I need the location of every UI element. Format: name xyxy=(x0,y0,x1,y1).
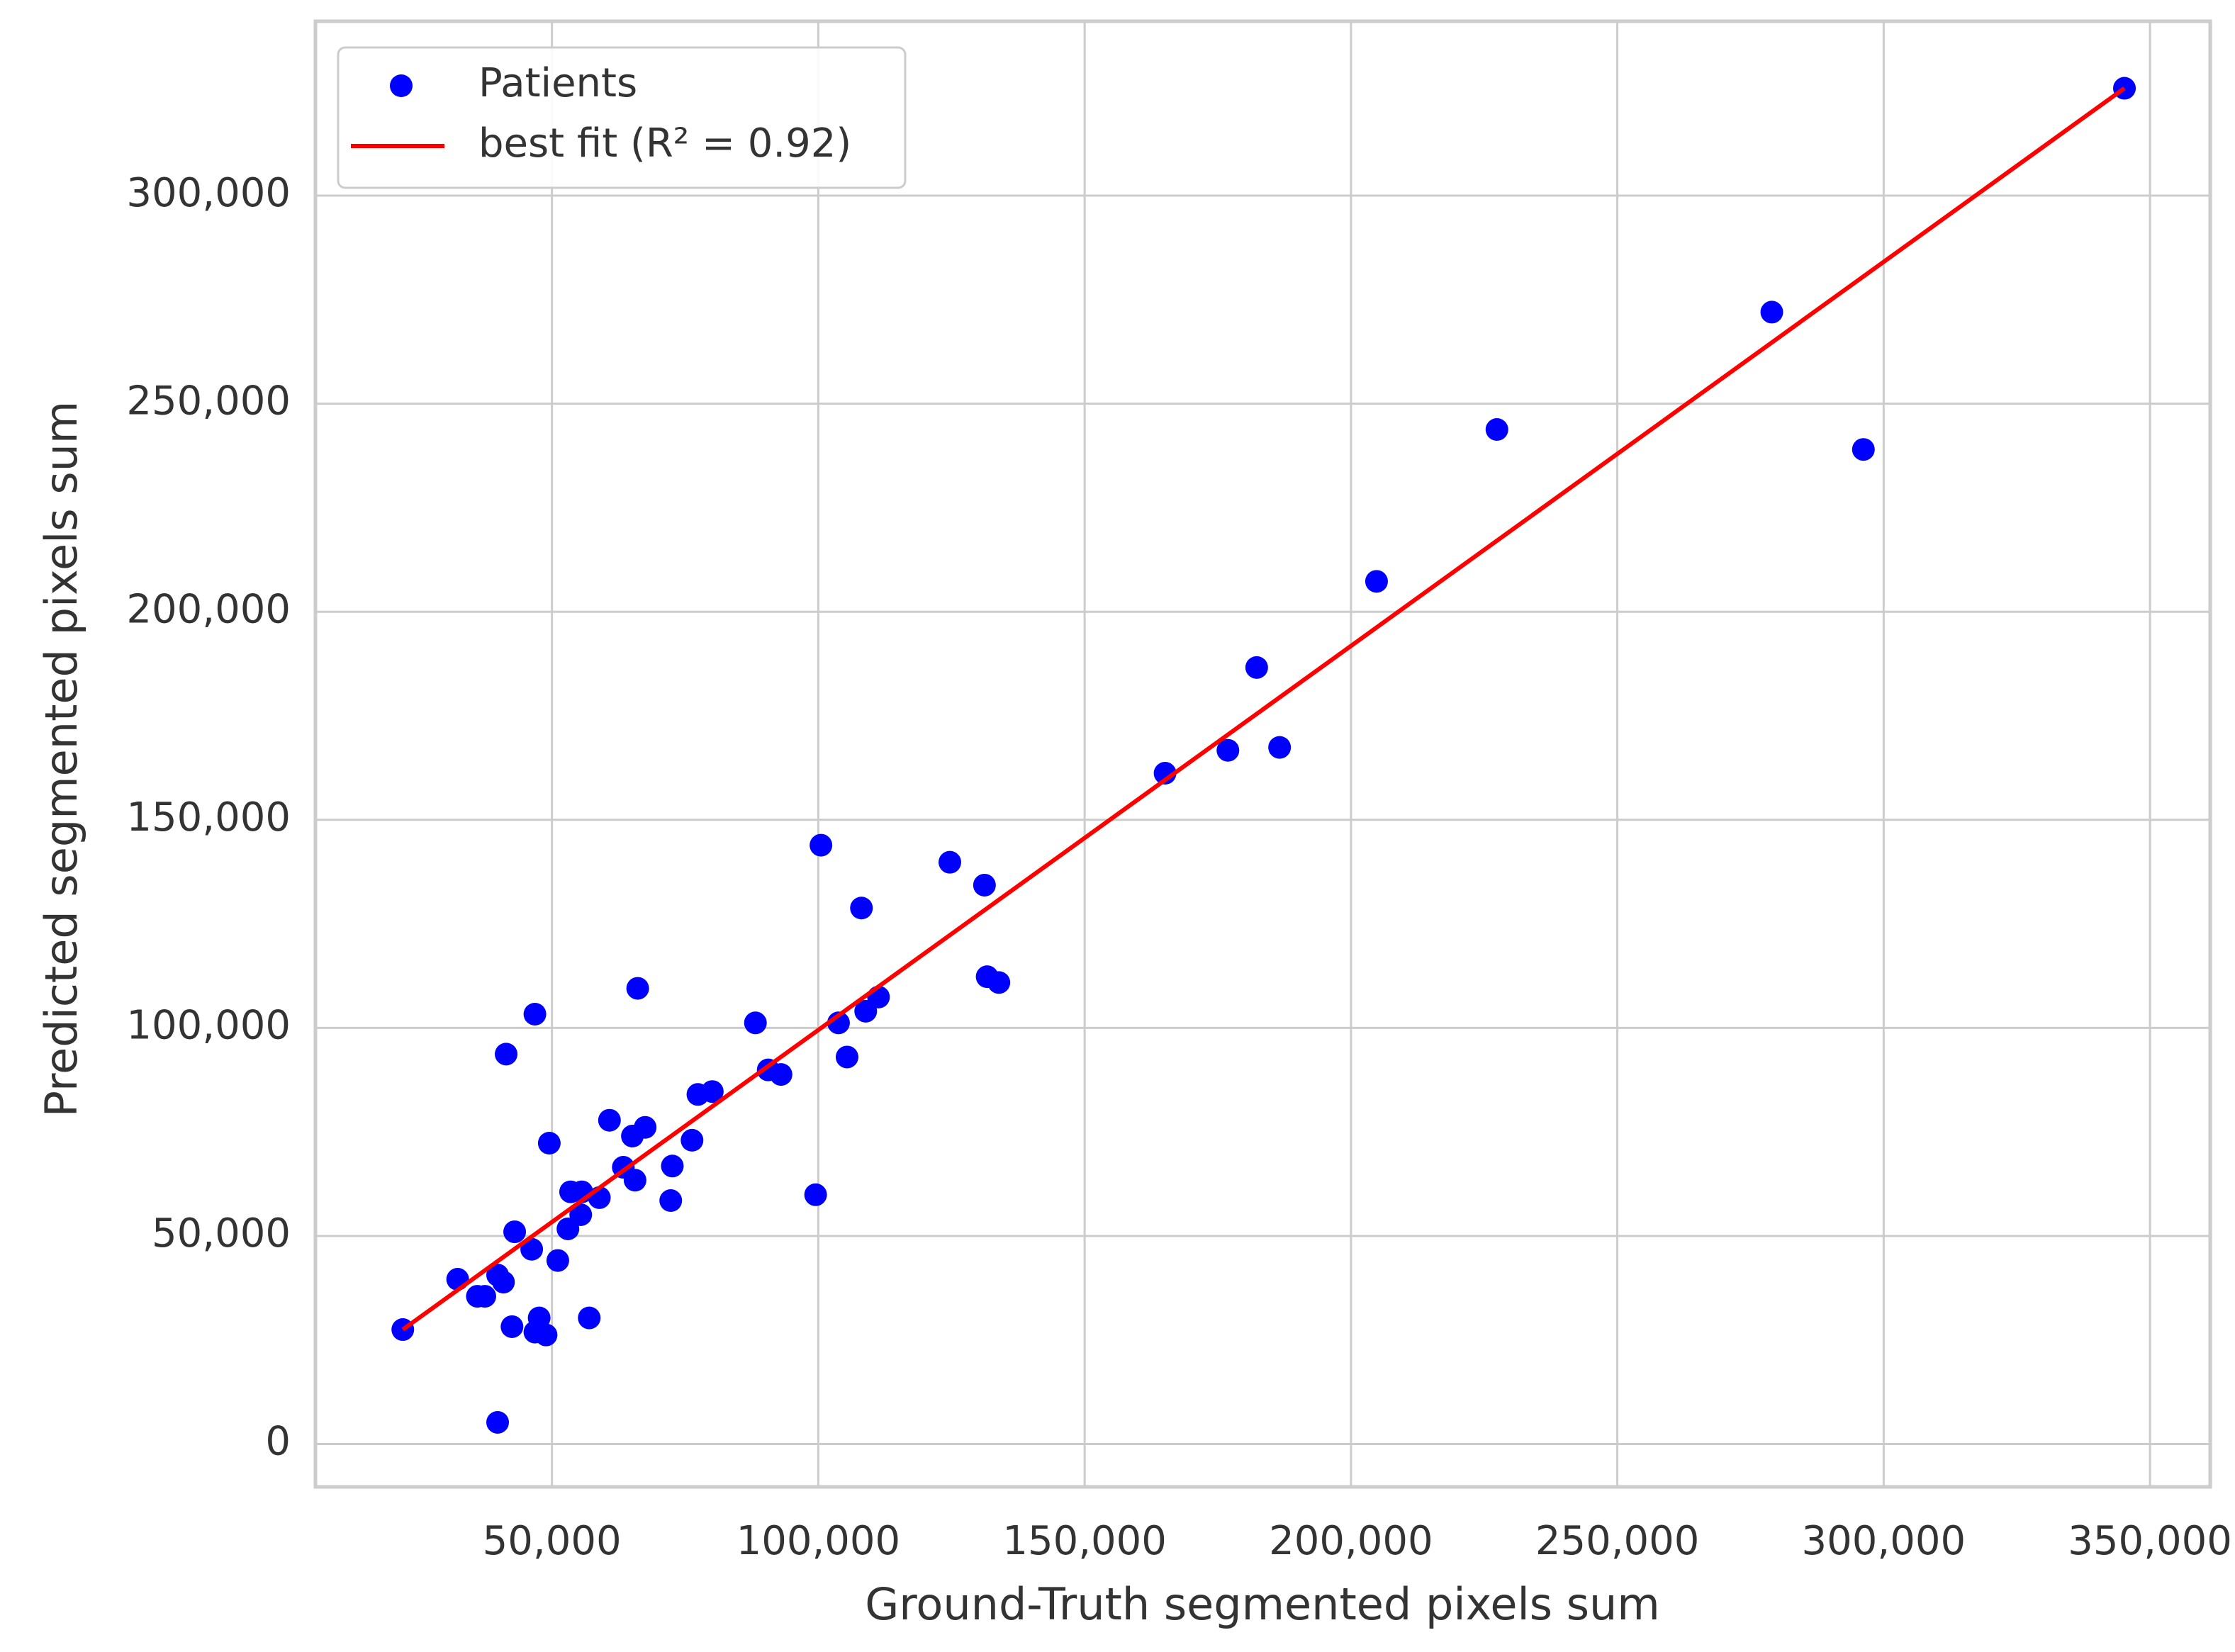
legend-box xyxy=(337,46,907,189)
legend-marker xyxy=(390,74,413,97)
y-tick-label: 150,000 xyxy=(126,794,291,841)
x-tick-label: 150,000 xyxy=(1002,1518,1167,1564)
point xyxy=(527,1306,551,1330)
point xyxy=(700,1080,724,1103)
y-tick-label: 0 xyxy=(265,1419,291,1465)
point xyxy=(523,1002,547,1026)
y-tick-label: 300,000 xyxy=(126,170,291,216)
point xyxy=(492,1271,515,1294)
grid xyxy=(315,21,2210,1487)
point xyxy=(680,1128,704,1152)
point xyxy=(486,1410,510,1434)
point xyxy=(744,1011,767,1035)
point xyxy=(661,1154,684,1178)
point xyxy=(598,1108,621,1132)
point xyxy=(569,1203,593,1226)
point xyxy=(634,1116,657,1139)
point xyxy=(623,1169,646,1192)
y-tick-label: 50,000 xyxy=(152,1210,291,1257)
x-tick-label: 350,000 xyxy=(2068,1518,2232,1564)
point xyxy=(1365,570,1388,593)
point xyxy=(835,1045,858,1069)
point xyxy=(473,1285,496,1308)
point xyxy=(626,977,649,1000)
point xyxy=(546,1249,569,1272)
x-tick-label: 250,000 xyxy=(1535,1518,1700,1564)
point xyxy=(987,971,1011,994)
point xyxy=(850,897,873,920)
y-axis-label: Predicted segmented pixels sum xyxy=(35,401,87,1118)
point xyxy=(659,1189,683,1213)
legend-label: best fit (R² = 0.92) xyxy=(478,120,851,167)
point xyxy=(1852,438,1875,461)
point xyxy=(1268,736,1292,759)
plot-area xyxy=(313,19,2212,1489)
point xyxy=(810,833,833,857)
point xyxy=(534,1323,558,1347)
point xyxy=(1245,656,1268,679)
point xyxy=(1153,762,1177,785)
y-tick-label: 100,000 xyxy=(126,1002,291,1048)
point xyxy=(1216,738,1240,762)
x-tick-label: 100,000 xyxy=(736,1518,901,1564)
x-tick-label: 200,000 xyxy=(1269,1518,1433,1564)
x-tick-label: 300,000 xyxy=(1802,1518,1966,1564)
legend: Patients best fit (R² = 0.92) xyxy=(337,46,907,189)
point xyxy=(520,1237,544,1261)
point xyxy=(769,1063,792,1086)
point xyxy=(973,873,996,897)
data xyxy=(391,77,2136,1434)
point xyxy=(495,1043,518,1066)
point xyxy=(939,850,962,874)
point xyxy=(804,1183,827,1206)
point xyxy=(1760,300,1783,324)
point xyxy=(446,1268,469,1291)
y-tick-label: 200,000 xyxy=(126,586,291,632)
fit-line xyxy=(401,86,2126,1332)
x-tick-label: 50,000 xyxy=(483,1518,622,1564)
point xyxy=(1485,418,1508,442)
y-tick-label: 250,000 xyxy=(126,378,291,425)
point xyxy=(578,1306,601,1330)
legend-label: Patients xyxy=(478,60,637,106)
x-axis-label: Ground-Truth segmented pixels sum xyxy=(865,1578,1659,1630)
point xyxy=(537,1132,561,1155)
point xyxy=(500,1315,524,1338)
point xyxy=(503,1220,527,1244)
